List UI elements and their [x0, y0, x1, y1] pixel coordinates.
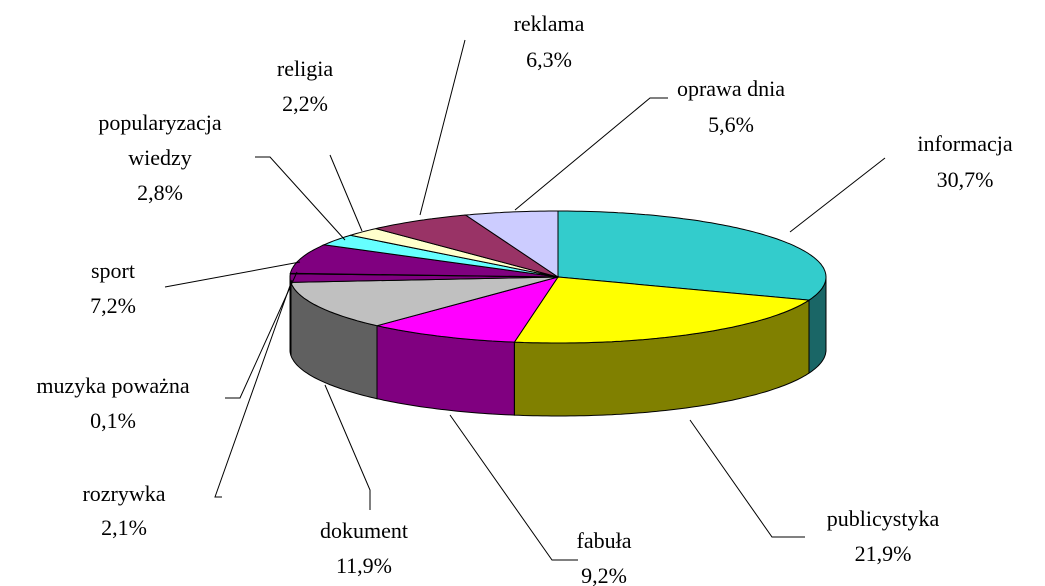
value-label: 21,9% [854, 541, 912, 566]
slice [513, 276, 811, 344]
slice-label: informacja [917, 131, 1013, 156]
value-label: 2,1% [101, 515, 147, 540]
slice [375, 214, 559, 278]
slice-label: reklama [513, 11, 585, 36]
leader-line [255, 156, 346, 241]
slice-label: religia [276, 56, 334, 81]
slice [557, 210, 827, 301]
value-label: 0,1% [90, 408, 136, 433]
slice [290, 276, 559, 327]
leader-line [514, 97, 668, 211]
leader-line [225, 271, 298, 399]
slice-label: sport [91, 258, 135, 283]
value-label: 2,2% [282, 91, 328, 116]
slice [376, 276, 560, 343]
value-label: 2,8% [137, 180, 183, 205]
value-label: 6,3% [526, 47, 572, 72]
slice [350, 228, 559, 278]
value-label: 5,6% [708, 112, 754, 137]
leader-line [214, 279, 293, 498]
slice-label: publicystyka [826, 506, 940, 531]
slice [464, 210, 559, 278]
leader-line [789, 157, 886, 233]
leader-line [324, 384, 371, 510]
value-label: 11,9% [335, 553, 393, 578]
slice [289, 273, 559, 283]
leader-line [164, 261, 301, 288]
slice-label: rozrywka [82, 481, 166, 506]
slice-label: fabuła [576, 528, 632, 553]
leader-line [419, 39, 466, 216]
slice-label: popularyzacja wiedzy [98, 110, 222, 170]
leader-line [449, 414, 578, 561]
value-label: 9,2% [581, 563, 627, 586]
leader-line [689, 419, 805, 538]
slice [289, 244, 559, 278]
slice-label: muzyka poważna [36, 373, 190, 398]
value-label: 30,7% [936, 167, 994, 192]
value-label: 7,2% [90, 293, 136, 318]
slice-label: oprawa dnia [676, 76, 786, 101]
slice-label: dokument [320, 518, 408, 543]
leader-line [329, 154, 363, 232]
slice [322, 234, 559, 278]
